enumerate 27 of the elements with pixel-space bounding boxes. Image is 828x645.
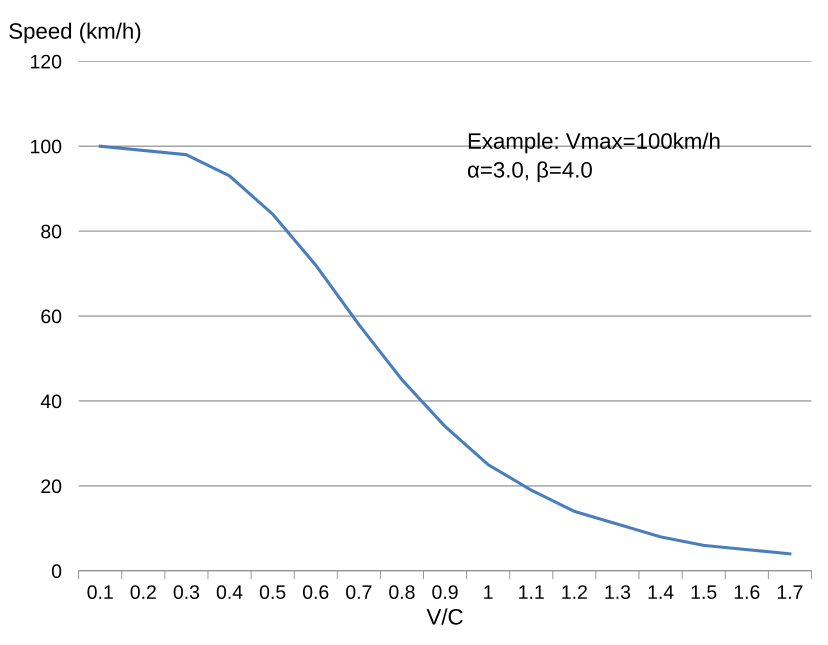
annotation: Example: Vmax=100km/h α=3.0, β=4.0 — [468, 132, 720, 182]
x-tick-label: 1.5 — [692, 585, 716, 599]
y-tick-label: 20 — [41, 479, 62, 494]
x-tick-label: 0.7 — [346, 585, 372, 599]
x-tick-label: 1.7 — [778, 585, 802, 599]
x-tick-label: 1.1 — [519, 585, 544, 599]
x-tick-label: 1.2 — [562, 585, 587, 599]
x-tick-label: 0.2 — [130, 585, 156, 599]
y-tick-label: 0 — [52, 564, 62, 578]
x-tick-label: 0.6 — [302, 585, 328, 599]
x-tick-label: 0.1 — [87, 585, 113, 599]
y-axis-title: Speed (km/h) — [9, 22, 140, 44]
y-tick-label: 60 — [41, 310, 62, 324]
x-tick-label: 0.8 — [389, 585, 415, 599]
y-tick-label: 80 — [41, 224, 62, 238]
x-axis-title: V/C — [426, 608, 463, 625]
x-tick-label: 0.5 — [260, 585, 286, 599]
y-tick-label: 40 — [40, 394, 62, 408]
x-tick-label: 0.4 — [216, 585, 242, 599]
x-tick-label: 1 — [484, 585, 493, 599]
x-tick-label: 0.9 — [432, 585, 458, 599]
y-tick-label: 100 — [31, 140, 62, 154]
x-tick-label: 1.6 — [734, 585, 760, 599]
x-tick-label: 0.3 — [174, 585, 200, 599]
x-tick-label: 1.3 — [605, 585, 630, 599]
x-tick-label: 1.4 — [648, 585, 674, 599]
y-tick-label: 120 — [31, 54, 62, 69]
